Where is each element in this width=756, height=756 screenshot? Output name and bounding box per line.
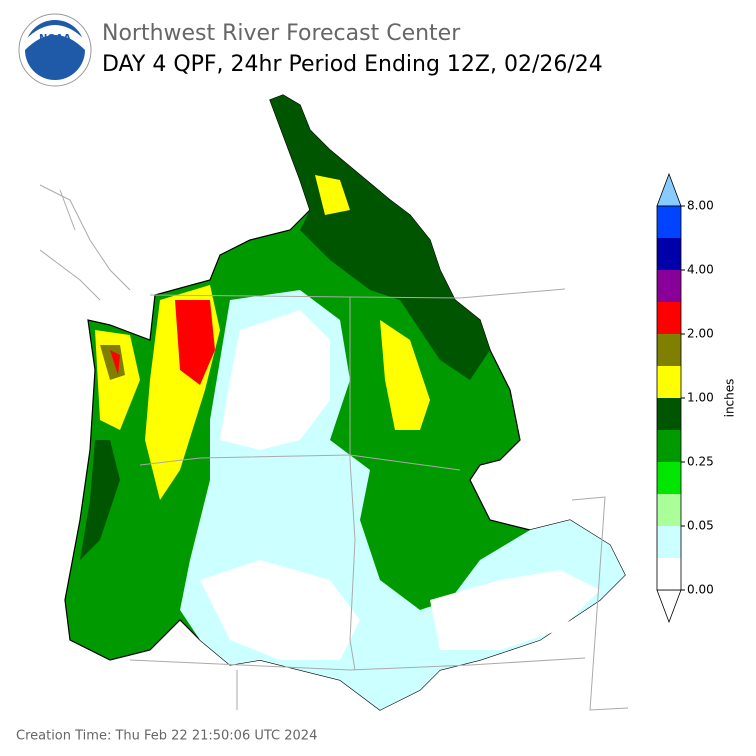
creation-time: Creation Time: Thu Feb 22 21:50:06 UTC 2…: [16, 729, 317, 744]
legend-under: [656, 589, 682, 624]
legend-swatch: [657, 334, 681, 366]
legend-over: [656, 172, 682, 207]
title: Northwest River Forecast Center: [102, 21, 461, 46]
legend-swatch: [657, 462, 681, 494]
legend-swatch: [657, 302, 681, 334]
legend-swatch: [657, 526, 681, 558]
legend-swatch: [657, 238, 681, 270]
map: [39, 94, 629, 711]
legend-swatch: [657, 206, 681, 238]
subtitle: DAY 4 QPF, 24hr Period Ending 12Z, 02/26…: [102, 52, 603, 77]
legend-tick-label: 0.00: [687, 583, 714, 597]
logo-text: NOAA: [39, 33, 71, 44]
legend-swatch: [657, 430, 681, 462]
legend-swatch: [657, 558, 681, 590]
legend-swatch: [657, 494, 681, 526]
legend-label: inches: [723, 379, 737, 418]
legend-tick-label: 8.00: [687, 199, 714, 213]
legend-swatch: [657, 398, 681, 430]
legend-swatch: [657, 366, 681, 398]
legend-tick-label: 4.00: [687, 263, 714, 277]
legend-swatch: [657, 270, 681, 302]
legend-tick-label: 0.25: [687, 455, 714, 469]
noaa-logo: NOAA: [18, 13, 92, 87]
legend-tick-label: 2.00: [687, 327, 714, 341]
legend-tick-label: 0.05: [687, 519, 714, 533]
legend-tick-label: 1.00: [687, 391, 714, 405]
